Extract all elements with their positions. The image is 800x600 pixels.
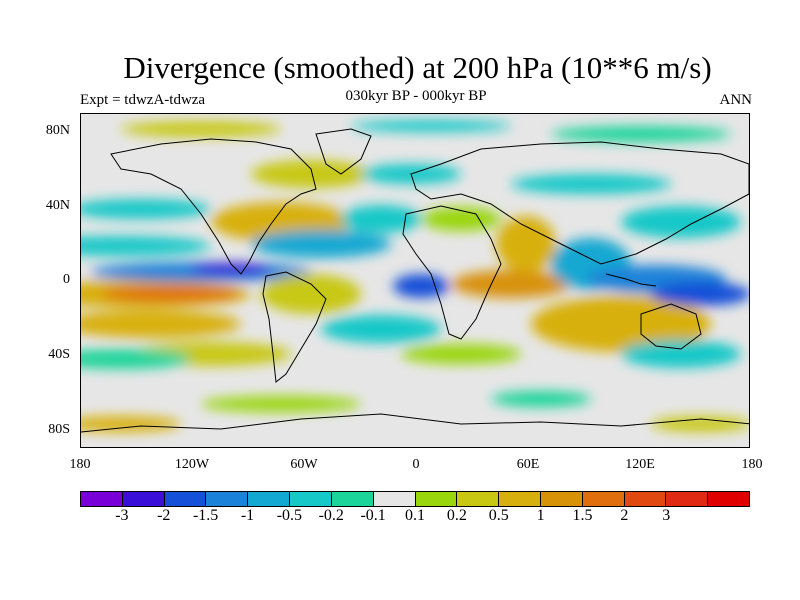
x-tick-60e: 60E — [516, 457, 540, 472]
colorbar-swatch — [666, 492, 709, 506]
colorbar-label: -1.5 — [192, 507, 219, 524]
colorbar-label: 1.5 — [572, 507, 593, 524]
y-tick-40n: 40N — [45, 198, 70, 213]
colorbar-swatch — [499, 492, 541, 506]
colorbar-label: 0.2 — [446, 507, 467, 524]
colorbar-label: -0.1 — [360, 507, 386, 524]
colorbar-label: -2 — [157, 507, 171, 524]
x-tick-180e: 180 — [741, 457, 763, 472]
colorbar-swatch — [164, 492, 207, 506]
map-title: Divergence (smoothed) at 200 hPa (10**6 … — [123, 50, 712, 85]
colorbar-swatch — [540, 492, 583, 506]
colorbar-label: 2 — [620, 507, 629, 524]
colorbar-label: -1 — [240, 507, 255, 524]
period-label: 030kyr BP - 000kyr BP — [345, 88, 487, 104]
colorbar-swatch — [290, 492, 332, 506]
colorbar-label: 1 — [536, 507, 545, 524]
x-tick-60w: 60W — [290, 457, 318, 472]
colorbar-swatch — [248, 492, 291, 506]
colorbar-swatch — [624, 492, 667, 506]
experiment-label: Expt = tdwzA-tdwza — [80, 92, 206, 108]
y-tick-80s: 80S — [48, 422, 70, 437]
colorbar-swatch — [122, 492, 165, 506]
colorbar-swatch — [457, 492, 500, 506]
colorbar-label: 0.5 — [488, 507, 509, 524]
y-tick-40s: 40S — [48, 347, 70, 362]
colorbar-swatch — [582, 492, 625, 506]
x-tick-0: 0 — [412, 457, 420, 472]
y-tick-0: 0 — [63, 272, 70, 287]
colorbar-swatch — [206, 492, 249, 506]
colorbar-label: 0.1 — [405, 507, 425, 524]
map-canvas — [81, 114, 749, 447]
colorbar-swatch — [415, 492, 458, 506]
divergence-map — [80, 113, 750, 448]
x-tick-120e: 120E — [625, 457, 655, 472]
season-label: ANN — [719, 92, 753, 108]
x-tick-180w: 180 — [69, 457, 91, 472]
colorbar-label: -0.5 — [276, 507, 303, 524]
x-tick-120w: 120W — [174, 457, 210, 472]
colorbar — [80, 491, 750, 507]
colorbar-label: 3 — [662, 507, 671, 524]
colorbar-swatch — [373, 492, 416, 506]
colorbar-swatch — [708, 492, 749, 506]
colorbar-label: -0.2 — [318, 507, 344, 524]
colorbar-swatch — [81, 492, 123, 506]
y-tick-80n: 80N — [45, 123, 70, 138]
colorbar-label: -3 — [115, 507, 129, 524]
colorbar-labels: -3 -2 -1.5 -1 -0.5 -0.2 -0.1 0.1 0.2 0.5 1 1.5 2 3 — [80, 507, 750, 529]
colorbar-swatch — [331, 492, 374, 506]
